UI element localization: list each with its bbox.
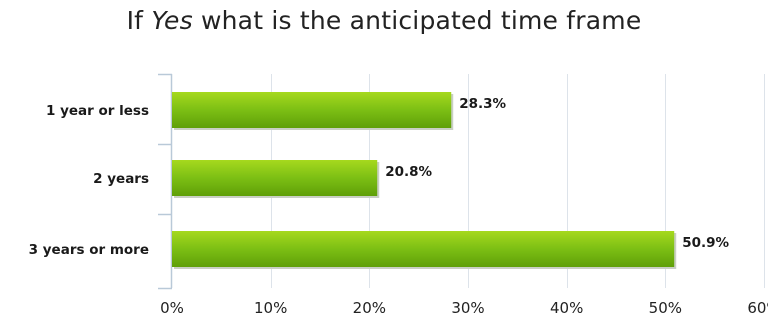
- x-tick-label: 0%: [160, 299, 184, 317]
- x-tick-label: 10%: [254, 299, 287, 317]
- x-tick-label: 40%: [550, 299, 583, 317]
- category-label: 2 years: [93, 171, 149, 187]
- x-tick-label: 20%: [353, 299, 386, 317]
- bar-3-years-or-more: [172, 231, 675, 267]
- x-tick-label: 30%: [451, 299, 484, 317]
- bar-1-year-or-less: [172, 92, 452, 128]
- chart-title-prefix: If: [126, 6, 152, 35]
- labels: 28.3% 1 year or less 20.8% 2 years 50.9% 3 ye…: [29, 96, 730, 258]
- chart-title-suffix: what is the anticipated time frame: [192, 6, 642, 35]
- chart-title-emphasis: Yes: [151, 6, 193, 35]
- bar-value-label: 20.8%: [385, 164, 432, 180]
- x-tick-label: 50%: [649, 299, 682, 317]
- bar-value-label: 50.9%: [682, 235, 729, 251]
- bars: [172, 92, 677, 269]
- x-tick-label: 60%: [747, 299, 768, 317]
- bar-value-label: 28.3%: [459, 96, 506, 112]
- category-label: 3 years or more: [29, 242, 149, 258]
- y-axis: [158, 73, 173, 290]
- bar-2-years: [172, 160, 378, 196]
- chart-title: If Yes what is the anticipated time fram…: [0, 6, 768, 35]
- category-label: 1 year or less: [46, 103, 149, 119]
- x-axis-ticks: 0% 10% 20% 30% 40% 50% 60%: [160, 299, 768, 317]
